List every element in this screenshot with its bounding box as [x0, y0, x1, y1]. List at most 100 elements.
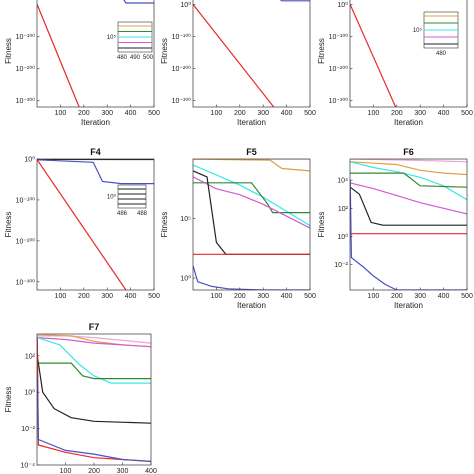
series-line-red — [37, 4, 80, 107]
inset-x-tick-label: 486 — [117, 211, 128, 217]
axes-box — [36, 0, 155, 108]
series-line-blue — [350, 180, 467, 290]
x-tick-label: 200 — [391, 293, 403, 300]
x-tick-label: 200 — [78, 110, 90, 117]
plot-area — [37, 159, 154, 290]
x-tick-label: 300 — [117, 468, 129, 474]
x-tick-label: 500 — [461, 110, 473, 117]
series-line-blue — [123, 0, 154, 4]
y-tick-label: 10⁻¹⁰⁰ — [172, 33, 192, 41]
x-tick-label: 400 — [438, 293, 450, 300]
series-line-black — [37, 355, 151, 424]
x-tick-label: 400 — [281, 110, 293, 117]
y-tick-label: 10⁰ — [180, 275, 191, 283]
y-tick-label: 10⁻³⁰⁰ — [329, 97, 349, 105]
series-line-black — [350, 186, 467, 226]
x-tick-label: 500 — [304, 293, 316, 300]
y-tick-label: 10⁻⁴ — [21, 463, 36, 470]
x-tick-label: 400 — [125, 110, 137, 117]
axes-box — [192, 0, 311, 108]
chart-title: F5 — [246, 147, 257, 157]
x-tick-label: 300 — [101, 293, 113, 300]
y-tick-label: 10⁻²⁰⁰ — [16, 237, 36, 245]
inset-x-tick-label: 490 — [130, 55, 141, 61]
x-tick-label: 400 — [438, 110, 450, 117]
x-tick-label: 100 — [60, 468, 72, 474]
y-axis-label: Fitness — [317, 212, 326, 238]
x-tick-label: 100 — [211, 293, 223, 300]
y-axis-label: Fitness — [4, 38, 13, 64]
inset-zoom: 10⁰ 486 488 — [107, 184, 148, 217]
plot-area — [193, 159, 310, 290]
series-line-green — [193, 182, 310, 214]
x-tick-label: 300 — [414, 293, 426, 300]
series-line-cyan — [37, 337, 151, 384]
plot-area — [37, 0, 154, 107]
x-axis-label: Iteration — [394, 118, 423, 127]
chart-panel: 100 200 300 400 10² 10⁰ 10⁻² 10⁻⁴ Fitness F7 — [4, 322, 157, 474]
x-tick-label: 200 — [88, 468, 100, 474]
inset-x-tick-label: 488 — [137, 211, 148, 217]
x-axis-label: Iteration — [237, 118, 266, 127]
x-tick-label: 500 — [304, 110, 316, 117]
x-tick-label: 300 — [257, 293, 269, 300]
x-tick-label: 100 — [55, 110, 67, 117]
y-tick-label: 10⁻³⁰⁰ — [16, 97, 36, 105]
series-line-cyan — [350, 161, 467, 201]
x-tick-label: 100 — [368, 110, 380, 117]
chart-panel: 100 200 300 400 500 10⁰ 10⁻¹⁰⁰ 10⁻²⁰⁰ 10⁻³⁰⁰ Iter… — [160, 0, 316, 127]
plot-area — [37, 334, 151, 465]
y-tick-label: 10⁰ — [24, 156, 35, 164]
axes-box — [349, 0, 468, 108]
x-axis-label: Iteration — [237, 301, 266, 310]
y-tick-label: 10⁰ — [337, 1, 348, 9]
x-tick-label: 100 — [211, 110, 223, 117]
chart-panel: 100 200 300 400 500 10⁴ 10² 10⁰ 10⁻² Iteration Fit… — [317, 147, 473, 310]
series-line-blue — [37, 159, 154, 185]
x-tick-label: 500 — [148, 293, 160, 300]
y-axis-label: Fitness — [160, 38, 169, 64]
y-tick-label: 10⁻²⁰⁰ — [172, 65, 192, 73]
inset-zoom: 10⁵ 480 — [413, 11, 459, 57]
series-line-orange — [193, 159, 310, 172]
y-tick-label: 10⁻¹⁰⁰ — [16, 33, 36, 41]
y-axis-label: Fitness — [317, 38, 326, 64]
plot-area — [193, 0, 310, 107]
series-line-green — [37, 362, 151, 380]
inset-y-label: 10⁰ — [107, 194, 117, 201]
inset-y-label: 10⁵ — [413, 27, 423, 34]
y-tick-label: 10⁴ — [337, 178, 348, 185]
chart-panel: 100 200 300 400 500 10⁰ 10⁻¹⁰⁰ 10⁻²⁰⁰ 10⁻³⁰⁰ Iter… — [317, 0, 473, 127]
x-tick-label: 200 — [234, 293, 246, 300]
axes-box — [349, 158, 468, 291]
inset-x-tick-label: 480 — [117, 55, 128, 61]
chart-panel: 100 200 300 400 500 10⁻¹⁰⁰ 10⁻²⁰⁰ 10⁻³⁰⁰ Iterati… — [4, 0, 160, 127]
series-line-magenta — [37, 337, 151, 348]
plot-area — [350, 159, 467, 290]
series-group — [193, 159, 310, 290]
inset-zoom: 10⁵ 480 490 500 — [107, 21, 154, 61]
y-tick-label: 10⁻¹⁰⁰ — [16, 196, 36, 204]
y-tick-label: 10⁰ — [180, 1, 191, 9]
series-line-blue — [193, 266, 310, 290]
inset-box — [117, 184, 147, 209]
x-tick-label: 200 — [78, 293, 90, 300]
series-line-pink — [350, 159, 467, 163]
series-line-blue — [279, 0, 310, 2]
y-tick-label: 10² — [338, 206, 349, 213]
x-tick-label: 300 — [257, 110, 269, 117]
x-tick-label: 400 — [281, 293, 293, 300]
y-tick-label: 10⁻²⁰⁰ — [329, 65, 349, 73]
series-line-red — [37, 159, 127, 290]
axes-box — [192, 158, 311, 291]
y-tick-label: 10⁻² — [21, 426, 35, 433]
series-line-magenta — [193, 176, 310, 229]
series-line-red — [350, 4, 397, 107]
y-tick-label: 10⁻³⁰⁰ — [172, 97, 192, 105]
axes-box — [36, 158, 155, 291]
series-group — [193, 0, 310, 107]
x-tick-label: 500 — [148, 110, 160, 117]
y-tick-label: 10⁻¹⁰⁰ — [329, 33, 349, 41]
inset-x-tick-label: 500 — [143, 55, 154, 61]
